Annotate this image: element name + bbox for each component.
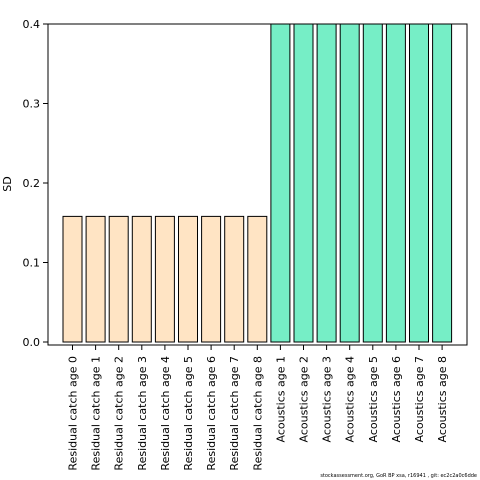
x-tick-label: Residual catch age 3 [136,356,149,471]
x-tick-label: Residual catch age 8 [251,356,264,471]
bar-2 [108,215,129,343]
bar-4 [154,215,175,343]
bar-6 [201,215,222,343]
bar-9 [270,23,291,343]
x-tick-label: Acoustics age 4 [344,356,357,442]
x-tick-label: Acoustics age 6 [390,356,403,442]
x-tick-label: Residual catch age 5 [182,356,195,471]
x-tick-label: Acoustics age 5 [367,356,380,442]
bar-3 [131,215,152,343]
x-tick-label: Acoustics age 8 [436,356,449,442]
x-tick-label: Residual catch age 4 [159,356,172,471]
x-tick-label: Acoustics age 7 [413,356,426,442]
bars-group [62,23,453,343]
y-tick-label: 0.3 [23,98,41,111]
y-axis-title: SD [1,176,14,191]
bar-1 [85,215,106,343]
footer-text: stockassessment.org, GoR BP xsa, r16941 … [320,473,477,479]
x-tick-label: Residual catch age 2 [113,356,126,471]
x-tick-label: Residual catch age 0 [67,356,80,471]
x-tick-label: Acoustics age 1 [274,356,287,442]
bar-5 [178,215,198,343]
bar-0 [62,215,83,343]
y-tick-label: 0.0 [23,336,41,349]
y-tick-label: 0.1 [23,257,41,270]
x-tick-label: Residual catch age 1 [90,356,103,471]
y-tick-label: 0.2 [23,177,41,190]
x-tick-label: Residual catch age 6 [205,356,218,471]
bar-11 [316,23,337,343]
x-axis-labels: Residual catch age 0 Residual catch age 1… [67,345,449,471]
bar-10 [293,23,314,343]
bar-7 [224,215,245,343]
bar-12 [339,23,360,343]
bar-13 [362,23,383,343]
bar-14 [385,23,406,343]
bar-8 [247,215,268,343]
y-tick-label: 0.4 [23,18,41,31]
bar-16 [432,23,453,343]
x-tick-label: Residual catch age 7 [228,356,241,471]
x-tick-label: Acoustics age 3 [321,356,334,442]
bar-15 [409,23,429,343]
x-tick-label: Acoustics age 2 [298,356,311,442]
y-axis: 0.0 0.1 0.2 0.3 0.4 [23,18,48,349]
